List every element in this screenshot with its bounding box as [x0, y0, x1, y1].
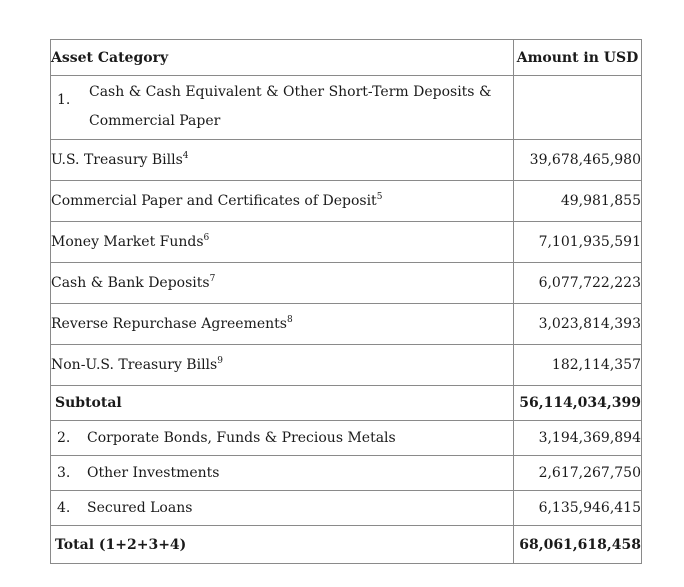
total-label: Total (1+2+3+4) [50, 525, 514, 564]
category-amount: 3,194,369,894 [513, 420, 642, 456]
sub-label-cell: U.S. Treasury Bills4 [50, 139, 514, 181]
category-label: Cash & Cash Equivalent & Other Short-Ter… [89, 84, 492, 129]
sub-row-cash-bank-deposits: Cash & Bank Deposits7 6,077,722,223 [50, 262, 642, 304]
sub-label-cell: Commercial Paper and Certificates of Dep… [50, 180, 514, 222]
category-cell-1: 1. Cash & Cash Equivalent & Other Short-… [50, 75, 514, 140]
asset-table: Asset Category Amount in USD 1. Cash & C… [50, 39, 642, 564]
category-cell-3: 3. Other Investments [50, 455, 514, 491]
category-cell-4: 4. Secured Loans [50, 490, 514, 526]
footnote-marker: 6 [203, 233, 210, 243]
category-label: Secured Loans [87, 500, 193, 516]
category-number: 3. [57, 465, 71, 481]
sub-amount: 39,678,465,980 [513, 139, 642, 181]
sub-row-treasury-bills: U.S. Treasury Bills4 39,678,465,980 [50, 139, 642, 181]
category-label: Corporate Bonds, Funds & Precious Metals [87, 430, 396, 446]
sub-label-cell: Non-U.S. Treasury Bills9 [50, 344, 514, 386]
sub-label-cell: Reverse Repurchase Agreements8 [50, 303, 514, 345]
sub-label: Money Market Funds [51, 234, 204, 250]
subtotal-label: Subtotal [50, 385, 514, 421]
sub-label: U.S. Treasury Bills [51, 152, 183, 168]
sub-label-cell: Money Market Funds6 [50, 221, 514, 263]
footnote-marker: 4 [182, 151, 189, 161]
sub-amount: 182,114,357 [513, 344, 642, 386]
total-amount: 68,061,618,458 [513, 525, 642, 564]
sub-label: Reverse Repurchase Agreements [51, 316, 287, 332]
subtotal-row: Subtotal 56,114,034,399 [50, 385, 642, 421]
sub-amount: 6,077,722,223 [513, 262, 642, 304]
subtotal-amount: 56,114,034,399 [513, 385, 642, 421]
category-row-3: 3. Other Investments 2,617,267,750 [50, 455, 642, 491]
category-cell-2: 2. Corporate Bonds, Funds & Precious Met… [50, 420, 514, 456]
category-amount: 2,617,267,750 [513, 455, 642, 491]
category-amount-empty [513, 75, 642, 140]
header-asset-category: Asset Category [50, 39, 514, 76]
sub-amount: 49,981,855 [513, 180, 642, 222]
header-row: Asset Category Amount in USD [50, 39, 642, 76]
sub-label: Non-U.S. Treasury Bills [51, 357, 218, 373]
sub-row-reverse-repo: Reverse Repurchase Agreements8 3,023,814… [50, 303, 642, 345]
header-amount: Amount in USD [513, 39, 642, 76]
category-label: Other Investments [87, 465, 220, 481]
category-row-2: 2. Corporate Bonds, Funds & Precious Met… [50, 420, 642, 456]
category-amount: 6,135,946,415 [513, 490, 642, 526]
sub-row-commercial-paper: Commercial Paper and Certificates of Dep… [50, 180, 642, 222]
footnote-marker: 5 [376, 192, 383, 202]
sub-label: Commercial Paper and Certificates of Dep… [51, 193, 377, 209]
category-row-1: 1. Cash & Cash Equivalent & Other Short-… [50, 75, 642, 140]
category-number: 1. [57, 92, 71, 108]
footnote-marker: 9 [217, 356, 223, 366]
sub-amount: 7,101,935,591 [513, 221, 642, 263]
category-row-4: 4. Secured Loans 6,135,946,415 [50, 490, 642, 526]
sub-label: Cash & Bank Deposits [51, 275, 210, 291]
sub-row-money-market-funds: Money Market Funds6 7,101,935,591 [50, 221, 642, 263]
total-row: Total (1+2+3+4) 68,061,618,458 [50, 525, 642, 564]
footnote-marker: 8 [286, 315, 293, 325]
sub-row-non-us-treasury-bills: Non-U.S. Treasury Bills9 182,114,357 [50, 344, 642, 386]
category-number: 2. [57, 430, 71, 446]
sub-label-cell: Cash & Bank Deposits7 [50, 262, 514, 304]
footnote-marker: 7 [209, 274, 216, 284]
category-number: 4. [57, 500, 71, 516]
sub-amount: 3,023,814,393 [513, 303, 642, 345]
